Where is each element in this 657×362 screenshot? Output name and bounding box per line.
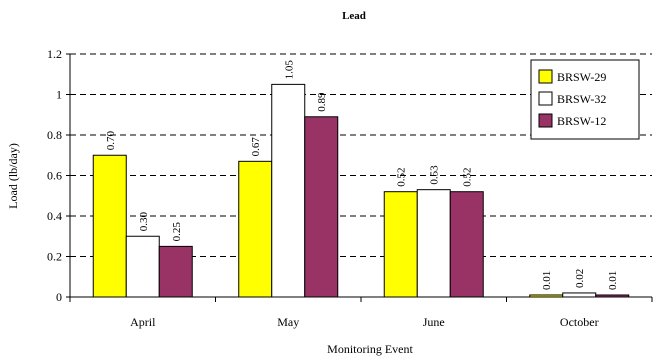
y-tick-label: 0.2 (47, 250, 62, 264)
x-tick-label: May (277, 315, 299, 329)
data-label: 0.70 (105, 131, 117, 151)
bar-brsw-12-april (158, 245, 193, 298)
legend-swatch-brsw-32 (538, 91, 553, 106)
data-label: 0.25 (171, 222, 183, 242)
data-label: 1.05 (283, 60, 295, 80)
data-label: 0.02 (574, 269, 586, 288)
bar-brsw-29-june (383, 191, 418, 298)
legend-label: BRSW-32 (557, 92, 606, 106)
y-tick-label: 0.4 (47, 209, 62, 223)
legend-label: BRSW-29 (557, 70, 606, 84)
y-tick-labels: 0 0.2 0.4 0.6 0.8 1 1.2 (47, 47, 62, 304)
data-label: 0.52 (462, 167, 474, 186)
x-axis-label: Monitoring Event (327, 342, 413, 356)
bar-brsw-32-april (125, 235, 160, 298)
bar-brsw-32-june (416, 189, 451, 298)
data-label: 0.01 (541, 271, 553, 290)
data-label: 0.01 (607, 271, 619, 290)
y-tick-label: 0 (56, 290, 62, 304)
x-tick-label: April (130, 315, 156, 329)
data-label: 0.67 (250, 137, 262, 157)
bar-brsw-12-may (304, 116, 339, 298)
legend-label: BRSW-12 (557, 114, 606, 128)
bar-brsw-32-may (271, 83, 306, 298)
data-labels: 0.70 0.30 0.25 0.67 1.05 0.89 0.52 0.53 0.52 0.01… (105, 60, 620, 290)
y-axis-label: Load (lb/day) (6, 143, 20, 209)
bar-brsw-29-may (238, 160, 273, 298)
x-tick-label: June (423, 315, 445, 329)
legend: BRSW-29 BRSW-32 BRSW-12 (530, 59, 640, 140)
axes (66, 53, 653, 302)
y-tick-label: 1.2 (47, 47, 62, 61)
bar-brsw-32-october (562, 292, 597, 298)
data-label: 0.30 (138, 212, 150, 232)
legend-swatch-brsw-29 (538, 69, 553, 84)
x-tick-label: October (560, 315, 599, 329)
y-tick-label: 0.6 (47, 169, 62, 183)
legend-swatch-brsw-12 (538, 113, 553, 128)
y-tick-label: 1 (56, 88, 62, 102)
data-label: 0.89 (316, 92, 328, 112)
bar-brsw-12-june (449, 191, 484, 298)
data-label: 0.53 (429, 165, 441, 185)
data-label: 0.52 (396, 167, 408, 186)
chart-title: Lead (342, 10, 366, 22)
bars (92, 83, 630, 298)
y-tick-label: 0.8 (47, 128, 62, 142)
bar-brsw-29-april (92, 154, 127, 298)
x-tick-labels: April May June October (130, 315, 599, 329)
